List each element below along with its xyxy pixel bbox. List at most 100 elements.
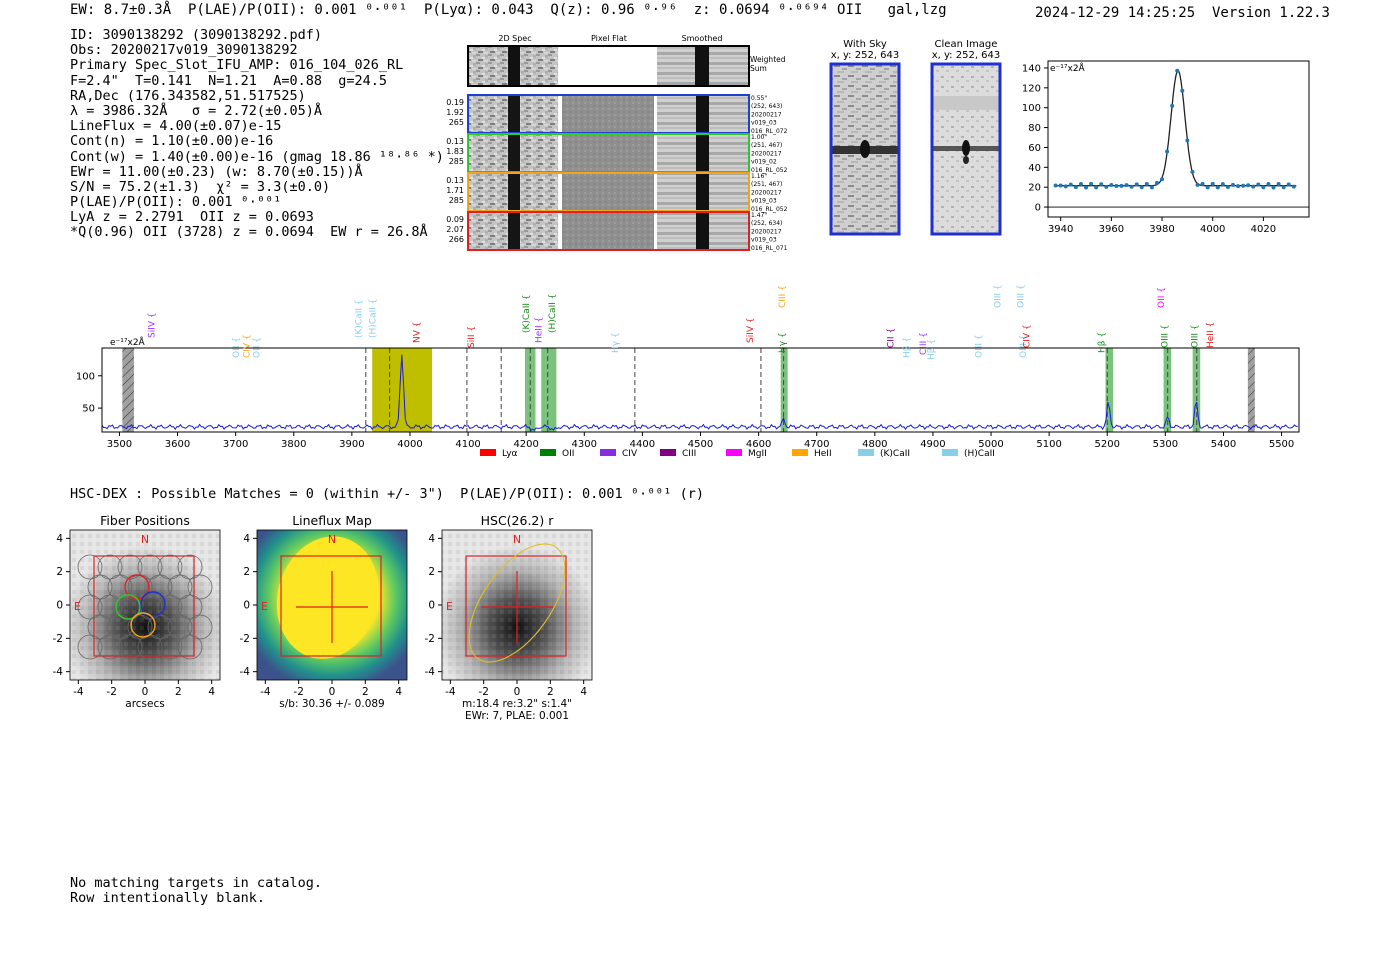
zoom-data-point [1149,185,1154,190]
fiber-row-stat: 265 [449,118,464,127]
sky-panel-coord: x, y: 252, 643 [932,50,1001,61]
zoom-data-point [1058,183,1063,188]
spectrum-x-tick: 4300 [572,439,597,450]
spectrum-x-tick: 4800 [862,439,887,450]
detection-summary: ID: 3090138292 (3090138292.pdf) Obs: 202… [70,27,444,241]
clean-image [930,62,1002,236]
spectral-line-label: OIII { [1017,284,1027,308]
compass-north: N [513,533,521,546]
zoom-data-point [1129,184,1134,189]
fiber-row-meta: 1.16" [751,173,767,180]
imaging-panel: HSC(26.2) r N E -4 -4 -2 -2 0 0 2 2 4 4 m:18.4 re:3.2… [425,513,593,722]
fiber-circle [77,554,103,580]
zoom-data-point [1170,103,1175,108]
fiber-circle [97,594,123,620]
fiber-circle [177,594,203,620]
spectrum-curve [101,354,1298,431]
zoom-data-point [1165,149,1170,154]
panel-y-tick: 2 [428,566,435,578]
fiber-circle [87,614,113,640]
fiber-circle [167,614,193,640]
fiber-row-meta: 016_RL_052 [751,167,788,174]
compass-east: E [446,600,453,613]
spectral-line-label: OII { [232,337,242,358]
fiber-circle [117,554,143,580]
legend-item: CIV [600,449,638,459]
panel-x-tick: 4 [208,686,215,698]
compass-east: E [74,600,81,613]
zoom-y-tick: 60 [1028,143,1041,154]
spectrum-x-tick: 4200 [513,439,538,450]
svg-text:(H)CaII: (H)CaII [964,449,995,459]
spectrum-x-tick: 5300 [1153,439,1178,450]
zoom-y-tick: 80 [1028,123,1041,134]
fiber-circle [157,594,183,620]
spectral-line-label: (K)CaII { [522,294,532,333]
zoom-data-point [1078,182,1083,187]
panel-title: HSC(26.2) r [481,513,555,528]
zoom-y-tick: 140 [1022,63,1041,74]
fiber-circle [87,574,113,600]
fiber-row-stat: 1.92 [446,108,464,117]
fiber-row-meta: v019_03 [751,198,777,205]
panel-y-tick: -4 [425,666,436,678]
panel-y-tick: 0 [56,600,63,612]
spectrum-x-tick: 3900 [339,439,364,450]
svg-text:MgII: MgII [748,449,767,459]
zoom-y-tick: 0 [1035,203,1041,214]
zoom-data-point [1094,185,1099,190]
fiber-circle [137,594,163,620]
fiber-cutouts: 2D Spec Pixel Flat Smoothed Weighted Sum… [446,34,788,252]
panel-x-tick: 0 [142,686,149,698]
fiber-circle [177,554,203,580]
spectral-line-label: OIII { [993,284,1003,308]
zoom-data-point [1271,185,1276,190]
zoom-data-point [1246,183,1251,188]
hsc-dex-summary: HSC-DEX : Possible Matches = 0 (within +… [70,486,704,502]
summary-line: LineFlux = 4.00(±0.07)e-15 [70,118,282,135]
zoom-data-point [1084,185,1089,190]
spectral-line-label: Hβ { [903,337,913,358]
summary-line: EWr = 11.00(±0.23) (w: 8.70(±0.15))Å [70,163,363,180]
spectral-line-label: SiIV { [147,312,157,338]
zoom-data-point [1256,182,1261,187]
panel-x-tick: -4 [445,686,456,698]
legend-item: HeII [792,449,832,459]
zoom-data-point [1175,68,1180,73]
zoom-data-point [1185,138,1190,143]
spectrum-x-tick: 4400 [630,439,655,450]
spectrum-x-tick: 5100 [1036,439,1061,450]
spectrum-frame [101,347,1300,433]
spectral-line-label: CII { [886,328,896,348]
zoom-line-chart: e⁻¹⁷x2Å 3940 3960 3980 4000 4020 0 20 40 60 80 100… [1022,60,1310,232]
spectral-line-label: (H)CaII { [369,299,379,339]
panel-title: Fiber Positions [100,513,190,528]
fiber-row-meta: 016_RL_072 [751,128,788,135]
summary-line: RA,Dec (176.343582,51.517525) [70,87,306,104]
fiber-circle [127,614,153,640]
catalog-footer: No matching targets in catalog. Row inte… [70,876,322,906]
panel-y-tick: 4 [428,533,435,545]
spectral-line-label: OIII { [975,334,985,358]
zoom-data-point [1210,181,1215,186]
panel-y-tick: 4 [56,533,63,545]
spectrum-x-tick: 4500 [688,439,713,450]
fiber-row-stat: 0.19 [446,98,464,107]
spectrum-x-tick: 4900 [920,439,945,450]
spectral-line-label: CIV { [243,334,253,358]
summary-line: LyA z = 2.2791 OII z = 0.0693 [70,209,314,226]
summary-line: Cont(n) = 1.10(±0.00)e-16 [70,133,274,150]
zoom-data-point [1225,184,1230,189]
imaging-panel: Fiber Positions N E -4 -4 -2 -2 0 0 2 2 4 4 arcsecs [53,513,221,710]
sky-panels: With Sky x, y: 252, 643 Clean Image x, y… [829,39,1002,236]
panel-title: Lineflux Map [292,513,372,528]
panel-extra-label: EWr: 7, PLAE: 0.001 [465,710,569,722]
fiber-circle [177,634,203,660]
zoom-chart-frame [1047,60,1310,218]
fiber-circle [147,574,173,600]
zoom-data-point [1251,184,1256,189]
spectrum-unit-label: e⁻¹⁷x2Å [110,336,146,348]
